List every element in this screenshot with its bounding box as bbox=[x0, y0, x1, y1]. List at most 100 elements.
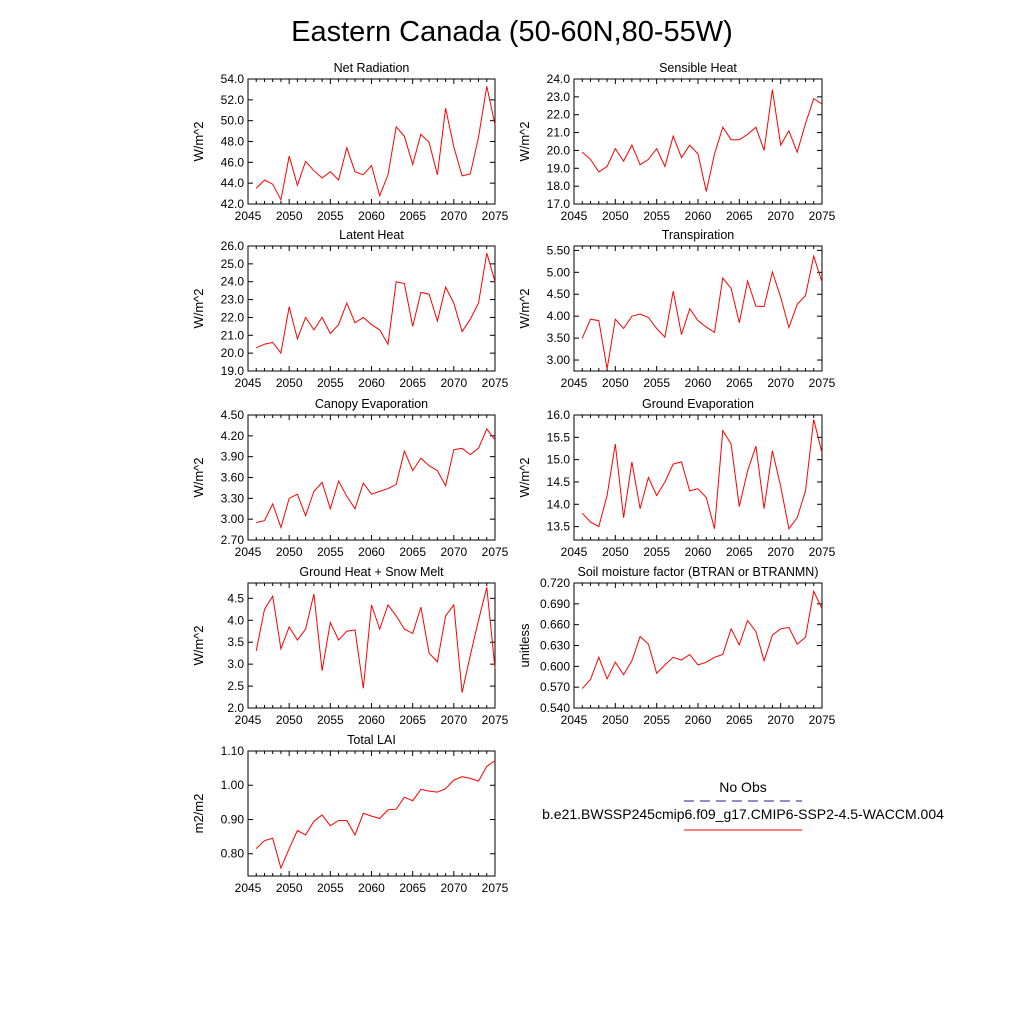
x-tick-label: 2060 bbox=[685, 713, 712, 727]
x-tick-label: 2075 bbox=[482, 881, 509, 895]
panel-2: Sensible Heat W/m^2 2045 2050 2055 2060 2065 20… bbox=[517, 61, 836, 223]
plot-frame bbox=[247, 414, 496, 541]
panel-1: Net Radiation W/m^2 2045 2050 2055 2060 2065 20… bbox=[191, 61, 509, 223]
y-tick-label: 23.0 bbox=[221, 293, 245, 307]
y-tick-label: 0.690 bbox=[540, 597, 570, 611]
x-tick-label: 2055 bbox=[643, 545, 670, 559]
x-tick-label: 2065 bbox=[726, 209, 753, 223]
x-tick-label: 2075 bbox=[482, 209, 509, 223]
x-tick-label: 2050 bbox=[276, 376, 303, 390]
y-tick-label: 0.90 bbox=[221, 812, 245, 826]
x-tick-label: 2055 bbox=[317, 545, 344, 559]
x-tick-label: 2075 bbox=[482, 376, 509, 390]
y-tick-label: 20.0 bbox=[221, 346, 245, 360]
x-tick-label: 2070 bbox=[440, 545, 467, 559]
panel-title: Sensible Heat bbox=[659, 61, 737, 75]
x-tick-label: 2065 bbox=[726, 376, 753, 390]
plot-frame bbox=[573, 245, 823, 372]
series-line bbox=[581, 589, 823, 689]
y-tick-label: 14.5 bbox=[547, 475, 571, 489]
figure-title: Eastern Canada (50-60N,80-55W) bbox=[291, 16, 733, 48]
y-tick-label: 21.0 bbox=[547, 126, 571, 140]
panel-title: Net Radiation bbox=[334, 61, 410, 75]
panel-title: Ground Heat + Snow Melt bbox=[299, 565, 444, 579]
y-tick-label: 48.0 bbox=[221, 135, 245, 149]
x-tick-label: 2050 bbox=[276, 545, 303, 559]
y-tick-label: 4.0 bbox=[227, 613, 244, 627]
plot-frame bbox=[247, 245, 496, 372]
y-tick-label: 44.0 bbox=[221, 176, 245, 190]
y-tick-label: 2.5 bbox=[227, 679, 244, 693]
y-tick-label: 16.0 bbox=[547, 408, 571, 422]
y-tick-label: 3.50 bbox=[547, 331, 571, 345]
x-tick-label: 2070 bbox=[440, 713, 467, 727]
x-tick-label: 2075 bbox=[809, 209, 836, 223]
x-tick-label: 2070 bbox=[440, 376, 467, 390]
x-tick-label: 2045 bbox=[561, 376, 588, 390]
y-tick-label: 21.0 bbox=[221, 328, 245, 342]
y-tick-label: 13.5 bbox=[547, 520, 571, 534]
panel-3: Latent Heat W/m^2 2045 2050 2055 2060 2065 2070… bbox=[191, 228, 509, 390]
x-tick-label: 2065 bbox=[399, 881, 426, 895]
x-tick-label: 2060 bbox=[358, 713, 385, 727]
y-tick-label: 4.00 bbox=[547, 309, 571, 323]
y-tick-label: 3.60 bbox=[221, 471, 245, 485]
panel-5: Canopy Evaporation W/m^2 2045 2050 2055 2060 2… bbox=[191, 397, 509, 559]
y-tick-label: 0.80 bbox=[221, 847, 245, 861]
y-tick-label: 24.0 bbox=[547, 72, 571, 86]
series-line bbox=[255, 86, 496, 202]
y-tick-label: 46.0 bbox=[221, 155, 245, 169]
y-tick-label: 52.0 bbox=[221, 93, 245, 107]
y-tick-label: 50.0 bbox=[221, 114, 245, 128]
x-tick-label: 2075 bbox=[809, 713, 836, 727]
y-tick-label: 15.5 bbox=[547, 430, 571, 444]
panel-6: Ground Evaporation W/m^2 2045 2050 2055 2060 2… bbox=[517, 397, 836, 559]
x-tick-label: 2060 bbox=[685, 376, 712, 390]
x-tick-label: 2070 bbox=[440, 881, 467, 895]
x-tick-label: 2055 bbox=[643, 713, 670, 727]
y-tick-label: 2.0 bbox=[227, 701, 244, 715]
y-tick-label: 5.50 bbox=[547, 243, 571, 257]
y-tick-label: 3.90 bbox=[221, 450, 245, 464]
x-tick-label: 2055 bbox=[317, 209, 344, 223]
x-tick-label: 2065 bbox=[399, 545, 426, 559]
x-tick-label: 2050 bbox=[276, 209, 303, 223]
panel-7: Ground Heat + Snow Melt W/m^2 2045 2050 2055… bbox=[191, 565, 509, 727]
y-tick-label: 20.0 bbox=[547, 143, 571, 157]
x-tick-label: 2075 bbox=[809, 545, 836, 559]
y-tick-label: 4.20 bbox=[221, 429, 245, 443]
y-tick-label: 22.0 bbox=[547, 108, 571, 122]
x-tick-label: 2065 bbox=[399, 376, 426, 390]
x-tick-label: 2075 bbox=[482, 545, 509, 559]
x-tick-label: 2070 bbox=[767, 713, 794, 727]
y-tick-label: 25.0 bbox=[221, 257, 245, 271]
x-tick-label: 2055 bbox=[643, 376, 670, 390]
y-axis-label: W/m^2 bbox=[517, 121, 532, 161]
x-tick-label: 2055 bbox=[317, 713, 344, 727]
x-tick-label: 2065 bbox=[726, 545, 753, 559]
y-tick-label: 0.630 bbox=[540, 639, 570, 653]
x-tick-label: 2055 bbox=[317, 376, 344, 390]
y-axis-label: W/m^2 bbox=[517, 457, 532, 497]
x-tick-label: 2045 bbox=[235, 713, 262, 727]
legend-model-label: b.e21.BWSSP245cmip6.f09_g17.CMIP6-SSP2-4… bbox=[542, 806, 944, 822]
x-tick-label: 2060 bbox=[358, 881, 385, 895]
x-tick-label: 2060 bbox=[685, 545, 712, 559]
y-tick-label: 24.0 bbox=[221, 275, 245, 289]
y-tick-label: 5.00 bbox=[547, 265, 571, 279]
y-tick-label: 19.0 bbox=[547, 161, 571, 175]
x-tick-label: 2045 bbox=[235, 376, 262, 390]
panel-title: Canopy Evaporation bbox=[315, 397, 428, 411]
x-tick-label: 2060 bbox=[358, 545, 385, 559]
y-tick-label: 23.0 bbox=[547, 90, 571, 104]
x-tick-label: 2070 bbox=[767, 376, 794, 390]
y-tick-label: 4.50 bbox=[547, 287, 571, 301]
x-tick-label: 2045 bbox=[235, 545, 262, 559]
y-axis-label: W/m^2 bbox=[517, 288, 532, 328]
y-tick-label: 4.50 bbox=[221, 408, 245, 422]
x-tick-label: 2065 bbox=[726, 713, 753, 727]
legend-obs-label: No Obs bbox=[719, 779, 766, 795]
y-tick-label: 3.30 bbox=[221, 491, 245, 505]
y-tick-label: 1.00 bbox=[221, 778, 245, 792]
